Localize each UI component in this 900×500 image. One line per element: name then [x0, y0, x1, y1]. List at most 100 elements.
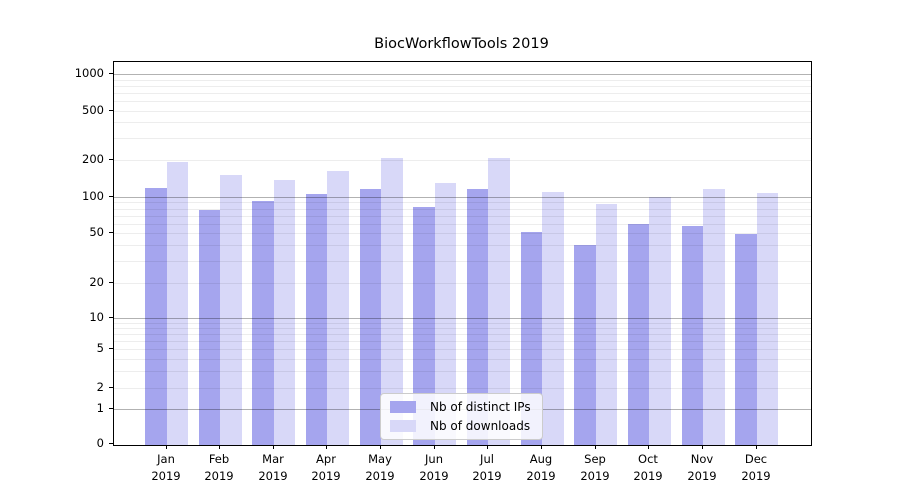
y-tick-label: 20	[89, 275, 104, 289]
month-year: 2019	[633, 468, 663, 483]
bar-jul-downloads	[488, 157, 510, 445]
legend-item-downloads: Nb of downloads	[390, 419, 531, 433]
minor-gridline	[114, 328, 811, 329]
minor-gridline	[114, 101, 811, 102]
y-tick-mark	[109, 196, 113, 197]
legend-swatch-distinct-ips-icon	[390, 401, 416, 413]
y-tick-mark	[109, 387, 113, 388]
minor-gridline	[114, 349, 811, 350]
bar-jul-distinct-ips	[466, 188, 489, 445]
y-tick-label: 200	[82, 152, 104, 166]
month-year: 2019	[741, 468, 771, 483]
major-gridline	[114, 197, 811, 198]
bar-mar-distinct-ips	[252, 200, 274, 445]
x-tick-mark	[219, 445, 220, 449]
minor-gridline	[114, 233, 811, 234]
month-name: May	[368, 452, 392, 466]
month-year: 2019	[204, 468, 234, 483]
legend-label-downloads: Nb of downloads	[430, 419, 531, 433]
month-name: Mar	[262, 452, 284, 466]
month-year: 2019	[151, 468, 181, 483]
month-name: Sep	[584, 452, 606, 466]
month-year: 2019	[258, 468, 288, 483]
minor-gridline	[114, 209, 811, 210]
y-tick-label: 1	[96, 401, 104, 415]
bar-feb-distinct-ips	[198, 209, 221, 445]
month-name: Feb	[208, 452, 230, 466]
bar-dec-distinct-ips	[735, 234, 757, 445]
minor-gridline	[114, 323, 811, 324]
legend-swatch-downloads-icon	[390, 420, 416, 432]
month-name: Jan	[157, 452, 175, 466]
x-tick-label-dec: Dec 2019	[726, 451, 786, 484]
y-tick-label: 500	[82, 103, 104, 117]
month-year: 2019	[580, 468, 610, 483]
y-tick-mark	[109, 348, 113, 349]
month-year: 2019	[472, 468, 502, 483]
x-tick-mark	[595, 445, 596, 449]
month-name: Aug	[529, 452, 553, 466]
plot-area: Nb of distinct IPs Nb of downloads	[113, 61, 812, 446]
month-year: 2019	[419, 468, 449, 483]
bar-oct-downloads	[649, 197, 671, 445]
bar-sep-distinct-ips	[574, 245, 596, 445]
month-name: Jul	[480, 452, 494, 466]
minor-gridline	[114, 86, 811, 87]
x-tick-mark	[166, 445, 167, 449]
major-gridline	[114, 74, 811, 75]
minor-gridline	[114, 160, 811, 161]
month-name: Dec	[744, 452, 768, 466]
minor-gridline	[114, 261, 811, 262]
x-tick-label-may: May 2019	[350, 451, 410, 484]
minor-gridline	[114, 224, 811, 225]
y-tick-mark	[109, 282, 113, 283]
x-tick-label-oct: Oct 2019	[618, 451, 678, 484]
minor-gridline	[114, 371, 811, 372]
x-tick-mark	[648, 445, 649, 449]
x-tick-mark	[756, 445, 757, 449]
month-year: 2019	[687, 468, 717, 483]
x-tick-mark	[380, 445, 381, 449]
minor-gridline	[114, 111, 811, 112]
x-tick-mark	[326, 445, 327, 449]
month-name: Jun	[425, 452, 443, 466]
bar-may-downloads	[381, 158, 403, 445]
bar-feb-downloads	[220, 175, 242, 445]
x-tick-label-mar: Mar 2019	[243, 451, 303, 484]
y-tick-mark	[109, 443, 113, 444]
month-name: Oct	[638, 452, 658, 466]
y-tick-label: 10	[89, 310, 104, 324]
bar-apr-downloads	[327, 170, 349, 445]
minor-gridline	[114, 202, 811, 203]
x-tick-label-feb: Feb 2019	[189, 451, 249, 484]
x-tick-mark	[487, 445, 488, 449]
bar-dec-downloads	[756, 192, 779, 445]
minor-gridline	[114, 80, 811, 81]
y-tick-label: 0	[96, 436, 104, 450]
x-tick-label-aug: Aug 2019	[511, 451, 571, 484]
y-tick-mark	[109, 159, 113, 160]
y-tick-label: 5	[96, 341, 104, 355]
minor-gridline	[114, 388, 811, 389]
minor-gridline	[114, 359, 811, 360]
bar-jun-distinct-ips	[413, 206, 435, 445]
x-tick-label-jun: Jun 2019	[404, 451, 464, 484]
x-tick-mark	[541, 445, 542, 449]
y-tick-mark	[109, 317, 113, 318]
y-tick-label: 50	[89, 225, 104, 239]
x-tick-label-jan: Jan 2019	[136, 451, 196, 484]
legend-item-distinct-ips: Nb of distinct IPs	[390, 400, 531, 414]
month-year: 2019	[311, 468, 341, 483]
minor-gridline	[114, 283, 811, 284]
y-tick-mark	[109, 73, 113, 74]
bar-aug-downloads	[542, 191, 564, 445]
bar-apr-distinct-ips	[305, 194, 328, 445]
month-year: 2019	[365, 468, 395, 483]
x-tick-label-jul: Jul 2019	[457, 451, 517, 484]
minor-gridline	[114, 334, 811, 335]
bar-nov-downloads	[703, 188, 725, 445]
bar-nov-distinct-ips	[681, 226, 704, 445]
y-tick-mark	[109, 232, 113, 233]
bar-mar-downloads	[273, 180, 296, 445]
